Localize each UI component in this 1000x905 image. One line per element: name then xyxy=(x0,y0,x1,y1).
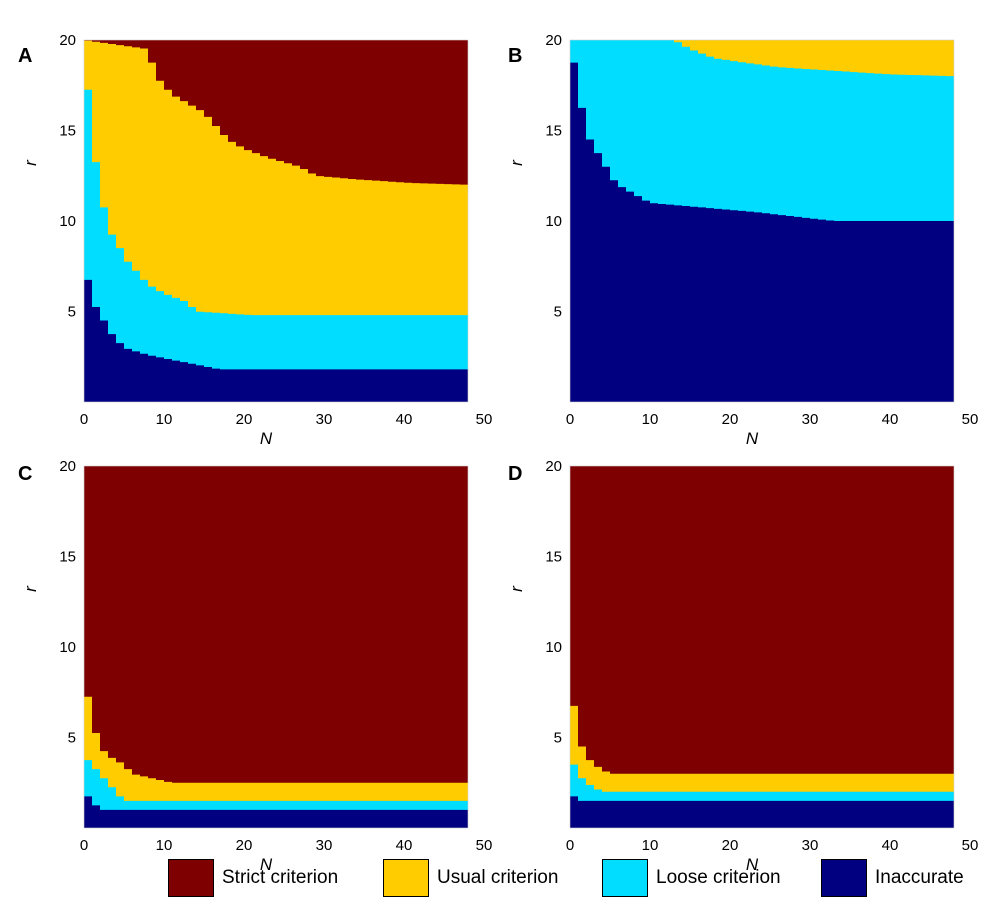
region-strict xyxy=(84,466,468,828)
region-inaccurate xyxy=(570,62,954,402)
x-tick-label: 0 xyxy=(566,837,574,854)
x-tick-label: 10 xyxy=(642,411,659,428)
panel-d: D 0 10 20 30 40 50 5 10 15 20 Nr xyxy=(507,458,978,874)
y-tick-label: 5 xyxy=(554,730,562,747)
x-axis-label: N xyxy=(260,429,273,448)
panel-b: B 0 10 20 30 40 50 5 10 15 20 Nr xyxy=(507,32,978,448)
legend-label-loose: Loose criterion xyxy=(656,867,781,888)
y-tick-label: 10 xyxy=(59,639,76,656)
y-tick-label: 20 xyxy=(59,458,76,475)
y-tick-label: 5 xyxy=(68,730,76,747)
plot-frame xyxy=(83,465,469,829)
x-axis-label: N xyxy=(746,855,759,874)
y-axis-label: r xyxy=(507,159,526,166)
x-tick-label: 20 xyxy=(722,837,739,854)
x-tick-label: 20 xyxy=(722,411,739,428)
y-tick-label: 5 xyxy=(68,304,76,321)
x-tick-label: 20 xyxy=(236,411,253,428)
x-tick-label: 20 xyxy=(236,837,253,854)
y-tick-label: 10 xyxy=(545,639,562,656)
legend-swatch-loose xyxy=(602,859,648,897)
legend-swatch-strict xyxy=(168,859,214,897)
panel-letter: A xyxy=(18,45,32,67)
x-tick-label: 0 xyxy=(566,411,574,428)
x-tick-label: 50 xyxy=(476,837,493,854)
panel-letter: D xyxy=(508,463,522,485)
y-tick-label: 10 xyxy=(545,213,562,230)
region-inaccurate xyxy=(84,279,468,402)
x-tick-label: 0 xyxy=(80,411,88,428)
x-tick-label: 10 xyxy=(156,411,173,428)
x-tick-label: 30 xyxy=(802,837,819,854)
y-axis-label: r xyxy=(507,585,526,592)
region-usual xyxy=(84,696,468,828)
legend-item-inaccurate: Inaccurate xyxy=(821,858,964,898)
plot-frame xyxy=(83,39,469,403)
y-tick-label: 15 xyxy=(545,123,562,140)
plot-frame xyxy=(569,39,955,403)
panel-c: C 0 10 20 30 40 50 5 10 15 20 Nr xyxy=(18,458,492,874)
region-loose xyxy=(84,89,468,403)
plot-frame xyxy=(569,465,955,829)
panel-a: A 0 10 20 30 40 50 5 10 15 20 Nr xyxy=(18,32,492,448)
y-tick-label: 10 xyxy=(59,213,76,230)
x-tick-label: 10 xyxy=(156,837,173,854)
legend-item-usual: Usual criterion xyxy=(383,858,558,898)
legend: Strict criterion Usual criterion Loose c… xyxy=(0,855,1000,905)
y-tick-label: 5 xyxy=(554,304,562,321)
legend-item-strict: Strict criterion xyxy=(168,858,338,898)
x-tick-label: 40 xyxy=(396,411,413,428)
legend-label-usual: Usual criterion xyxy=(437,867,559,888)
y-tick-label: 15 xyxy=(59,549,76,566)
x-tick-label: 0 xyxy=(80,837,88,854)
legend-label-inaccurate: Inaccurate xyxy=(875,867,964,888)
x-tick-label: 10 xyxy=(642,837,659,854)
x-axis-label: N xyxy=(746,429,759,448)
x-tick-label: 30 xyxy=(802,411,819,428)
y-axis-label: r xyxy=(21,159,40,166)
x-tick-label: 30 xyxy=(316,837,333,854)
region-inaccurate xyxy=(570,796,954,828)
x-tick-label: 30 xyxy=(316,411,333,428)
x-tick-label: 40 xyxy=(882,411,899,428)
y-tick-label: 20 xyxy=(545,32,562,49)
x-tick-label: 40 xyxy=(882,837,899,854)
legend-item-loose: Loose criterion xyxy=(602,858,781,898)
region-inaccurate xyxy=(84,796,468,828)
x-axis-label: N xyxy=(260,855,273,874)
x-tick-label: 50 xyxy=(962,837,979,854)
region-strict xyxy=(570,466,954,828)
panel-letter: B xyxy=(508,45,522,67)
legend-swatch-usual xyxy=(383,859,429,897)
y-tick-label: 15 xyxy=(545,549,562,566)
x-tick-label: 40 xyxy=(396,837,413,854)
x-tick-label: 50 xyxy=(962,411,979,428)
y-tick-label: 15 xyxy=(59,123,76,140)
y-axis-label: r xyxy=(21,585,40,592)
legend-label-strict: Strict criterion xyxy=(222,867,339,888)
y-tick-label: 20 xyxy=(59,32,76,49)
y-tick-label: 20 xyxy=(545,458,562,475)
panel-letter: C xyxy=(18,463,32,485)
legend-swatch-inaccurate xyxy=(821,859,867,897)
x-tick-label: 50 xyxy=(476,411,493,428)
